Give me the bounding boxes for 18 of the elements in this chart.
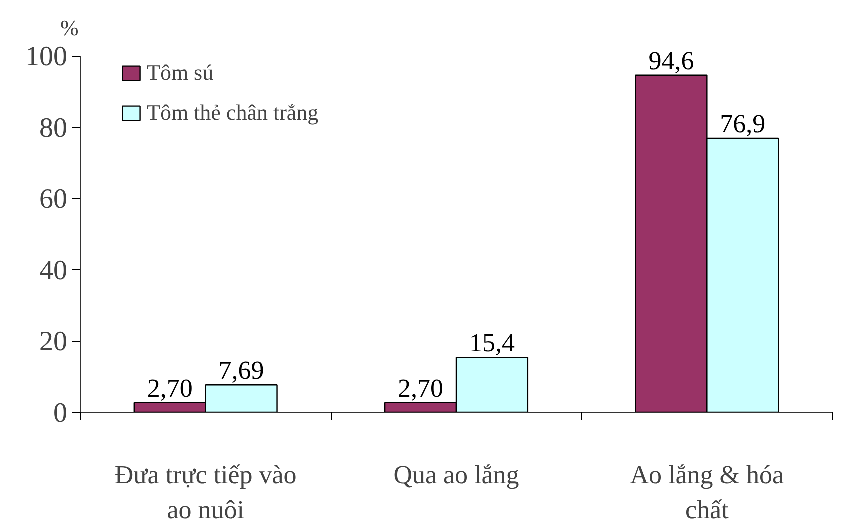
data-label: 15,4 bbox=[469, 328, 515, 358]
y-tick-label: 40 bbox=[40, 255, 68, 286]
data-label: 7,69 bbox=[218, 356, 264, 386]
x-tick-label: Ao lắng & hóa chất bbox=[630, 460, 785, 524]
x-tick-label: Qua ao lắng bbox=[394, 460, 520, 490]
y-tick-label: 20 bbox=[40, 326, 68, 358]
y-tick-label: 0 bbox=[54, 398, 68, 429]
data-label: 2,70 bbox=[147, 374, 193, 403]
legend-label: Tôm sú bbox=[147, 60, 214, 86]
y-tick-label: 80 bbox=[40, 112, 68, 144]
x-tick-label: Đưa trực tiếp vào ao nuôi bbox=[114, 460, 297, 524]
data-label: 2,70 bbox=[398, 374, 444, 403]
data-label: 76,9 bbox=[720, 109, 766, 138]
y-tick-label: 100 bbox=[26, 42, 68, 73]
legend-label: Tôm thẻ chân trắng bbox=[147, 100, 319, 126]
y-tick-label: 60 bbox=[40, 184, 68, 216]
y-axis-title: % bbox=[60, 16, 79, 40]
data-label: 94,6 bbox=[648, 46, 694, 76]
